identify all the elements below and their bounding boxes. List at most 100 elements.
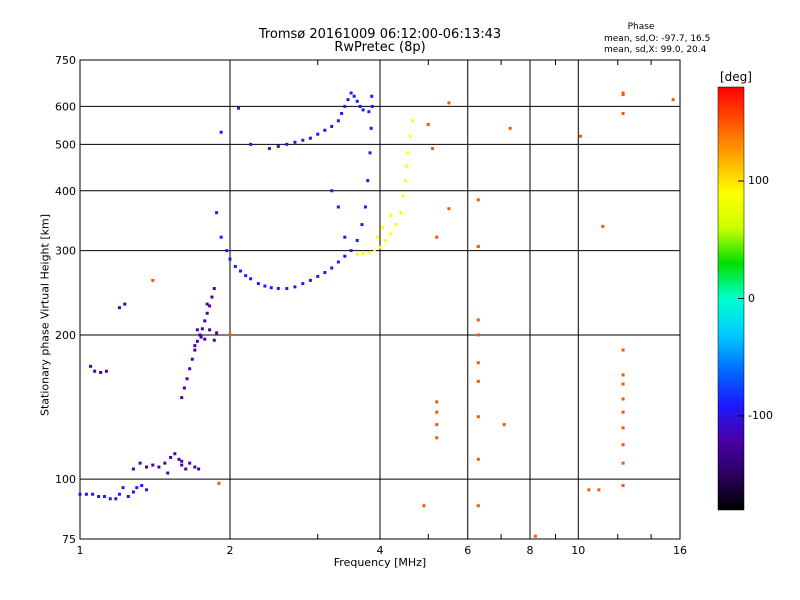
phase-stats-title: Phase xyxy=(627,22,655,32)
echo-point xyxy=(293,285,297,289)
echo-point xyxy=(369,126,373,130)
echo-point xyxy=(151,463,155,467)
echo-point xyxy=(193,344,197,348)
echo-point xyxy=(208,328,212,332)
echo-point xyxy=(323,128,327,132)
echo-point xyxy=(601,224,605,228)
echo-point xyxy=(138,461,142,465)
echo-point xyxy=(197,467,201,471)
echo-point xyxy=(343,104,347,108)
echo-point xyxy=(244,274,248,278)
y-tick-label: 750 xyxy=(55,54,76,67)
echo-point xyxy=(476,457,480,461)
echo-point xyxy=(180,396,184,400)
echo-point xyxy=(198,333,202,337)
echo-point xyxy=(360,223,364,227)
echo-point xyxy=(383,238,387,242)
echo-point xyxy=(117,492,121,496)
echo-point xyxy=(263,284,267,288)
echo-point xyxy=(151,278,155,282)
echo-point xyxy=(621,373,625,377)
echo-point xyxy=(411,119,415,123)
echo-point xyxy=(173,452,177,456)
echo-point xyxy=(389,232,393,236)
echo-point xyxy=(256,282,260,286)
echo-point xyxy=(330,266,334,270)
grid-lines xyxy=(80,60,680,539)
echo-point xyxy=(578,134,582,138)
echo-point xyxy=(422,504,426,508)
echo-point xyxy=(336,260,340,264)
echo-point xyxy=(355,238,359,242)
echo-point xyxy=(363,205,367,209)
echo-point xyxy=(408,134,412,138)
echo-point xyxy=(361,108,365,112)
echo-point xyxy=(188,367,192,371)
echo-point xyxy=(621,397,625,401)
echo-point xyxy=(361,251,365,255)
colorbar-ticks xyxy=(738,180,744,417)
y-tick-label: 75 xyxy=(62,533,76,546)
echo-point xyxy=(121,486,125,490)
echo-point xyxy=(447,207,451,211)
echo-point xyxy=(352,94,356,98)
echo-point xyxy=(435,410,439,414)
echo-point xyxy=(169,455,173,459)
echo-point xyxy=(621,483,625,487)
echo-point xyxy=(435,400,439,404)
echo-point xyxy=(587,488,591,492)
echo-point xyxy=(431,147,435,151)
echo-point xyxy=(228,257,232,261)
echo-point xyxy=(205,311,209,315)
echo-point xyxy=(373,249,377,253)
echo-point xyxy=(336,119,340,123)
echo-point xyxy=(358,104,362,108)
echo-point xyxy=(533,534,537,538)
echo-point xyxy=(78,492,82,496)
echo-point xyxy=(476,415,480,419)
echo-point xyxy=(323,271,327,275)
x-tick-label: 1 xyxy=(77,544,84,557)
echo-point xyxy=(394,223,398,227)
echo-point xyxy=(355,99,359,103)
echo-point xyxy=(370,94,374,98)
echo-point xyxy=(195,328,199,332)
echo-point xyxy=(621,348,625,352)
echo-point xyxy=(157,465,161,469)
echo-point xyxy=(166,471,170,475)
echo-point xyxy=(403,179,407,183)
echo-point xyxy=(381,226,385,230)
echo-point xyxy=(203,337,207,341)
x-tick-label: 8 xyxy=(527,544,534,557)
colorbar-unit: [deg] xyxy=(720,70,752,84)
echo-point xyxy=(140,483,144,487)
echo-point xyxy=(621,443,625,447)
echo-point xyxy=(308,136,312,140)
echo-point xyxy=(185,377,189,381)
echo-point xyxy=(126,494,130,498)
echo-point xyxy=(355,252,359,256)
echo-point xyxy=(308,278,312,282)
echo-point xyxy=(123,302,127,306)
echo-point xyxy=(219,235,223,239)
echo-point xyxy=(145,488,149,492)
echo-point xyxy=(195,339,199,343)
echo-point xyxy=(203,319,207,323)
echo-point xyxy=(370,104,374,108)
echo-point xyxy=(476,244,480,248)
echo-point xyxy=(343,235,347,239)
echo-point xyxy=(131,467,135,471)
echo-point xyxy=(239,269,243,273)
echo-point xyxy=(193,348,197,352)
echo-point xyxy=(267,147,271,151)
echo-point xyxy=(199,335,203,339)
echo-point xyxy=(367,110,371,114)
echo-point xyxy=(426,123,430,127)
x-tick-label: 16 xyxy=(673,544,687,557)
echo-point xyxy=(269,286,273,290)
echo-point xyxy=(621,461,625,465)
echo-point xyxy=(621,382,625,386)
echo-point xyxy=(389,214,393,218)
echo-point xyxy=(330,189,334,193)
echo-point xyxy=(343,254,347,258)
